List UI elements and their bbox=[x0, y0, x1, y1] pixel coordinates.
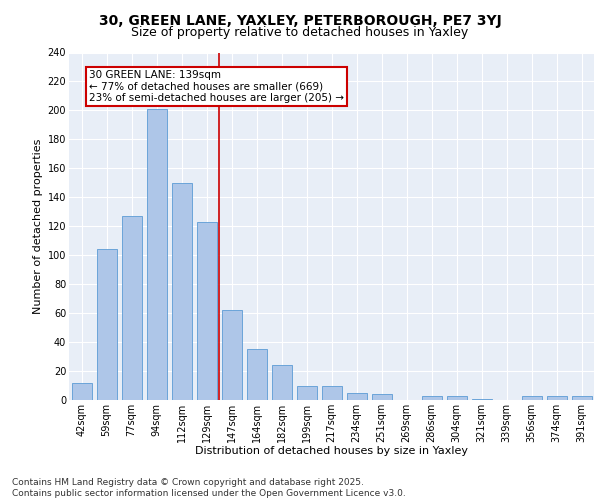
Bar bbox=[271, 365, 292, 400]
Bar bbox=[322, 386, 341, 400]
Bar bbox=[421, 396, 442, 400]
Bar bbox=[247, 350, 266, 400]
Bar bbox=[146, 109, 167, 400]
Bar bbox=[172, 183, 191, 400]
Bar bbox=[121, 216, 142, 400]
Bar bbox=[547, 396, 566, 400]
Text: Contains HM Land Registry data © Crown copyright and database right 2025.
Contai: Contains HM Land Registry data © Crown c… bbox=[12, 478, 406, 498]
Bar bbox=[97, 250, 116, 400]
Y-axis label: Number of detached properties: Number of detached properties bbox=[34, 138, 43, 314]
X-axis label: Distribution of detached houses by size in Yaxley: Distribution of detached houses by size … bbox=[195, 446, 468, 456]
Bar bbox=[197, 222, 217, 400]
Bar bbox=[446, 396, 467, 400]
Bar bbox=[347, 393, 367, 400]
Bar bbox=[571, 396, 592, 400]
Text: 30 GREEN LANE: 139sqm
← 77% of detached houses are smaller (669)
23% of semi-det: 30 GREEN LANE: 139sqm ← 77% of detached … bbox=[89, 70, 344, 103]
Bar bbox=[472, 398, 491, 400]
Bar bbox=[521, 396, 542, 400]
Bar bbox=[221, 310, 241, 400]
Text: Size of property relative to detached houses in Yaxley: Size of property relative to detached ho… bbox=[131, 26, 469, 39]
Bar bbox=[371, 394, 392, 400]
Bar bbox=[71, 382, 91, 400]
Bar bbox=[296, 386, 317, 400]
Text: 30, GREEN LANE, YAXLEY, PETERBOROUGH, PE7 3YJ: 30, GREEN LANE, YAXLEY, PETERBOROUGH, PE… bbox=[98, 14, 502, 28]
